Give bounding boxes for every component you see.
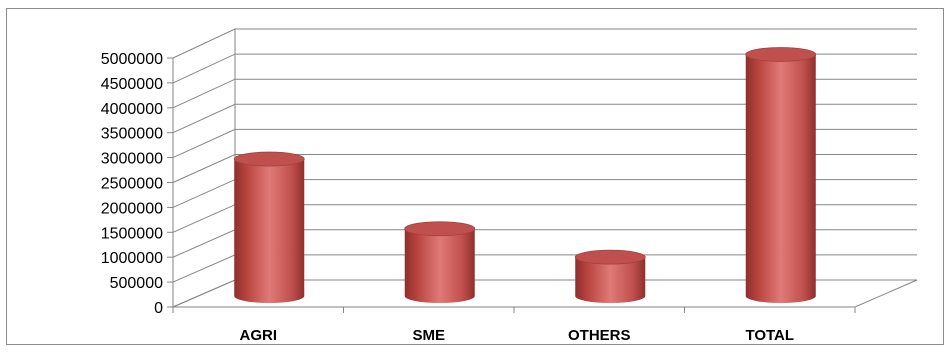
- bar-agri: [233, 151, 305, 303]
- bar-chart: 0 500000 1000000 1500000 2000000 2500000 30000…: [101, 28, 918, 344]
- y-tick-label: 2500000: [101, 176, 163, 193]
- x-tick-label: SME: [412, 327, 445, 344]
- bar-top: [574, 249, 646, 265]
- bar-body: [575, 257, 646, 303]
- y-tick-label: 2000000: [101, 200, 163, 217]
- chart-frame: 0 500000 1000000 1500000 2000000 2500000 30000…: [6, 8, 944, 345]
- y-tick-label: 4000000: [101, 101, 163, 118]
- y-tick-label: 4500000: [101, 76, 163, 93]
- bar-body: [404, 228, 475, 303]
- bar-total: [745, 47, 817, 303]
- bar-sme: [404, 221, 476, 303]
- bar-body: [234, 159, 305, 303]
- bar-top: [233, 151, 305, 167]
- bar-body: [745, 54, 816, 303]
- y-tick-label: 1500000: [101, 225, 163, 242]
- bar-others: [574, 249, 646, 303]
- bar-top: [404, 221, 476, 237]
- y-tick-label: 0: [154, 300, 163, 317]
- y-tick-label: 500000: [110, 275, 163, 292]
- bar-top: [745, 47, 817, 62]
- y-tick-label: 5000000: [101, 51, 163, 68]
- y-tick-label: 3500000: [101, 126, 163, 143]
- x-tick-label: OTHERS: [568, 327, 631, 344]
- y-tick-label: 1000000: [101, 250, 163, 267]
- x-tick-label: TOTAL: [745, 327, 794, 344]
- x-tick-label: AGRI: [240, 327, 278, 344]
- y-tick-label: 3000000: [101, 151, 163, 168]
